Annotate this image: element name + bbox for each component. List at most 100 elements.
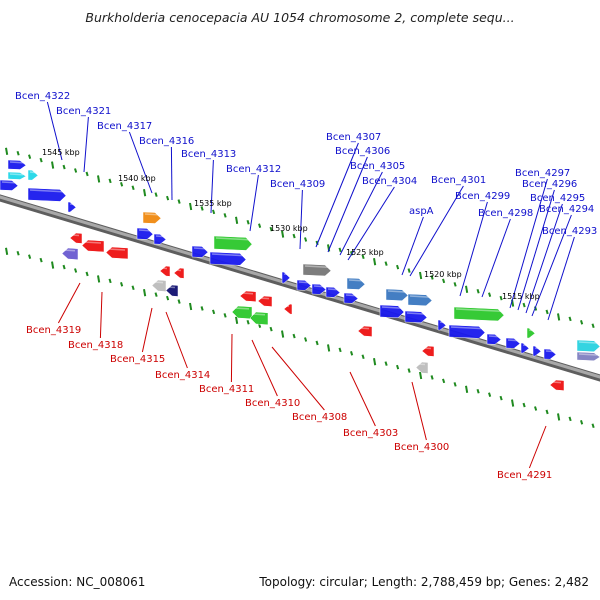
gene-label: Bcen_4305 xyxy=(350,161,405,172)
callout-line xyxy=(141,307,153,353)
gene-highlight xyxy=(409,295,430,298)
gene-arrow xyxy=(281,271,291,284)
gene-arrow xyxy=(520,342,530,354)
outer-tick xyxy=(223,213,227,218)
inner-tick xyxy=(557,413,561,421)
inner-tick-ring xyxy=(5,247,595,429)
gene-callouts: Bcen_4322 Bcen_4321 Bcen_4317 Bcen_4316 Bcen… xyxy=(15,91,597,481)
outer-tick xyxy=(39,157,43,163)
outer-tick xyxy=(212,209,216,215)
gene-arrow xyxy=(543,348,557,360)
inner-tick xyxy=(327,344,331,352)
gene-arrow xyxy=(311,283,327,295)
gene-label: Bcen_4317 xyxy=(97,121,152,132)
inner-tick xyxy=(62,264,66,270)
outer-tick xyxy=(5,147,9,155)
inner-tick xyxy=(51,261,55,269)
kbp-label: 1520 kbp xyxy=(424,270,462,279)
gene-features xyxy=(0,159,600,391)
inner-tick xyxy=(108,278,112,284)
gene-arrow xyxy=(421,345,435,357)
kbp-scale-labels: 1545 kbp 1540 kbp 1535 kbp 1530 kbp 1525 kbp… xyxy=(42,148,540,301)
map-title: Burkholderia cenocepacia AU 1054 chromos… xyxy=(85,10,515,25)
gene-arrow xyxy=(249,311,269,326)
callout-line xyxy=(327,156,368,253)
gene-highlight xyxy=(387,290,406,293)
gene-arrow xyxy=(191,245,209,258)
callout-line xyxy=(339,171,383,256)
gene-highlight xyxy=(417,363,426,366)
gene-arrow xyxy=(173,267,185,279)
callout-line xyxy=(315,142,359,248)
outer-tick xyxy=(465,285,469,293)
kbp-label: 1530 kbp xyxy=(270,224,308,233)
inner-tick xyxy=(166,295,170,301)
outer-tick xyxy=(131,185,135,191)
outer-tick xyxy=(591,323,595,329)
gene-arrow xyxy=(453,306,505,322)
gene-highlight xyxy=(455,308,502,312)
gene-arrow xyxy=(532,345,542,357)
gene-arrow xyxy=(27,169,39,181)
outer-tick xyxy=(269,226,273,232)
gene-arrow xyxy=(283,303,293,315)
gene-arrow xyxy=(407,293,433,307)
inner-tick xyxy=(534,406,538,411)
inner-tick xyxy=(212,309,216,315)
inner-tick xyxy=(499,395,503,401)
callout-line xyxy=(251,339,278,397)
gene-label: Bcen_4313 xyxy=(181,149,236,160)
gene-highlight xyxy=(9,161,24,164)
outer-tick xyxy=(407,268,411,273)
outer-tick xyxy=(292,233,296,239)
inner-tick xyxy=(5,247,9,255)
inner-tick xyxy=(281,330,285,338)
inner-tick xyxy=(246,319,250,325)
inner-tick xyxy=(131,285,135,291)
genome-summary-text: Topology: circular; Length: 2,788,459 bp… xyxy=(259,575,589,589)
gene-label: Bcen_4295 xyxy=(530,193,585,204)
gene-arrow xyxy=(142,211,162,224)
gene-label: Bcen_4298 xyxy=(478,208,533,219)
gene-arrow xyxy=(27,187,67,202)
outer-tick xyxy=(488,292,492,297)
inner-tick xyxy=(545,409,549,415)
gene-highlight xyxy=(138,229,151,232)
gene-highlight xyxy=(241,292,254,295)
outer-tick xyxy=(442,278,446,284)
gene-highlight xyxy=(215,237,250,241)
inner-tick xyxy=(143,289,147,297)
callout-line xyxy=(411,381,427,441)
callout-line xyxy=(481,218,511,298)
gene-arrow xyxy=(486,333,502,345)
gene-highlight xyxy=(345,294,356,297)
gene-highlight xyxy=(381,306,402,309)
outer-tick xyxy=(108,178,112,184)
gene-arrow xyxy=(526,327,536,339)
gene-arrow xyxy=(231,305,253,320)
gene-arrow xyxy=(61,247,79,260)
callout-line xyxy=(517,189,555,311)
outer-tick xyxy=(258,223,262,228)
callout-line xyxy=(249,174,259,232)
callout-line xyxy=(128,131,153,194)
inner-tick xyxy=(373,358,377,366)
gene-arrow xyxy=(346,277,366,290)
gene-arrow xyxy=(209,251,247,266)
outer-tick xyxy=(361,254,365,260)
outer-tick xyxy=(143,189,147,197)
outer-tick xyxy=(419,271,423,280)
gene-label: aspA xyxy=(409,206,434,217)
outer-tick xyxy=(396,264,400,270)
gene-highlight xyxy=(153,281,164,284)
callout-line xyxy=(230,333,233,383)
inner-tick xyxy=(39,257,43,263)
outer-tick xyxy=(177,199,181,204)
gene-arrow xyxy=(159,265,171,277)
gene-arrow xyxy=(153,233,167,245)
inner-tick xyxy=(120,282,124,287)
callout-line xyxy=(347,186,395,261)
gene-arrow xyxy=(302,263,332,277)
gene-label: Bcen_4321 xyxy=(56,106,111,117)
gene-arrow xyxy=(437,319,447,331)
